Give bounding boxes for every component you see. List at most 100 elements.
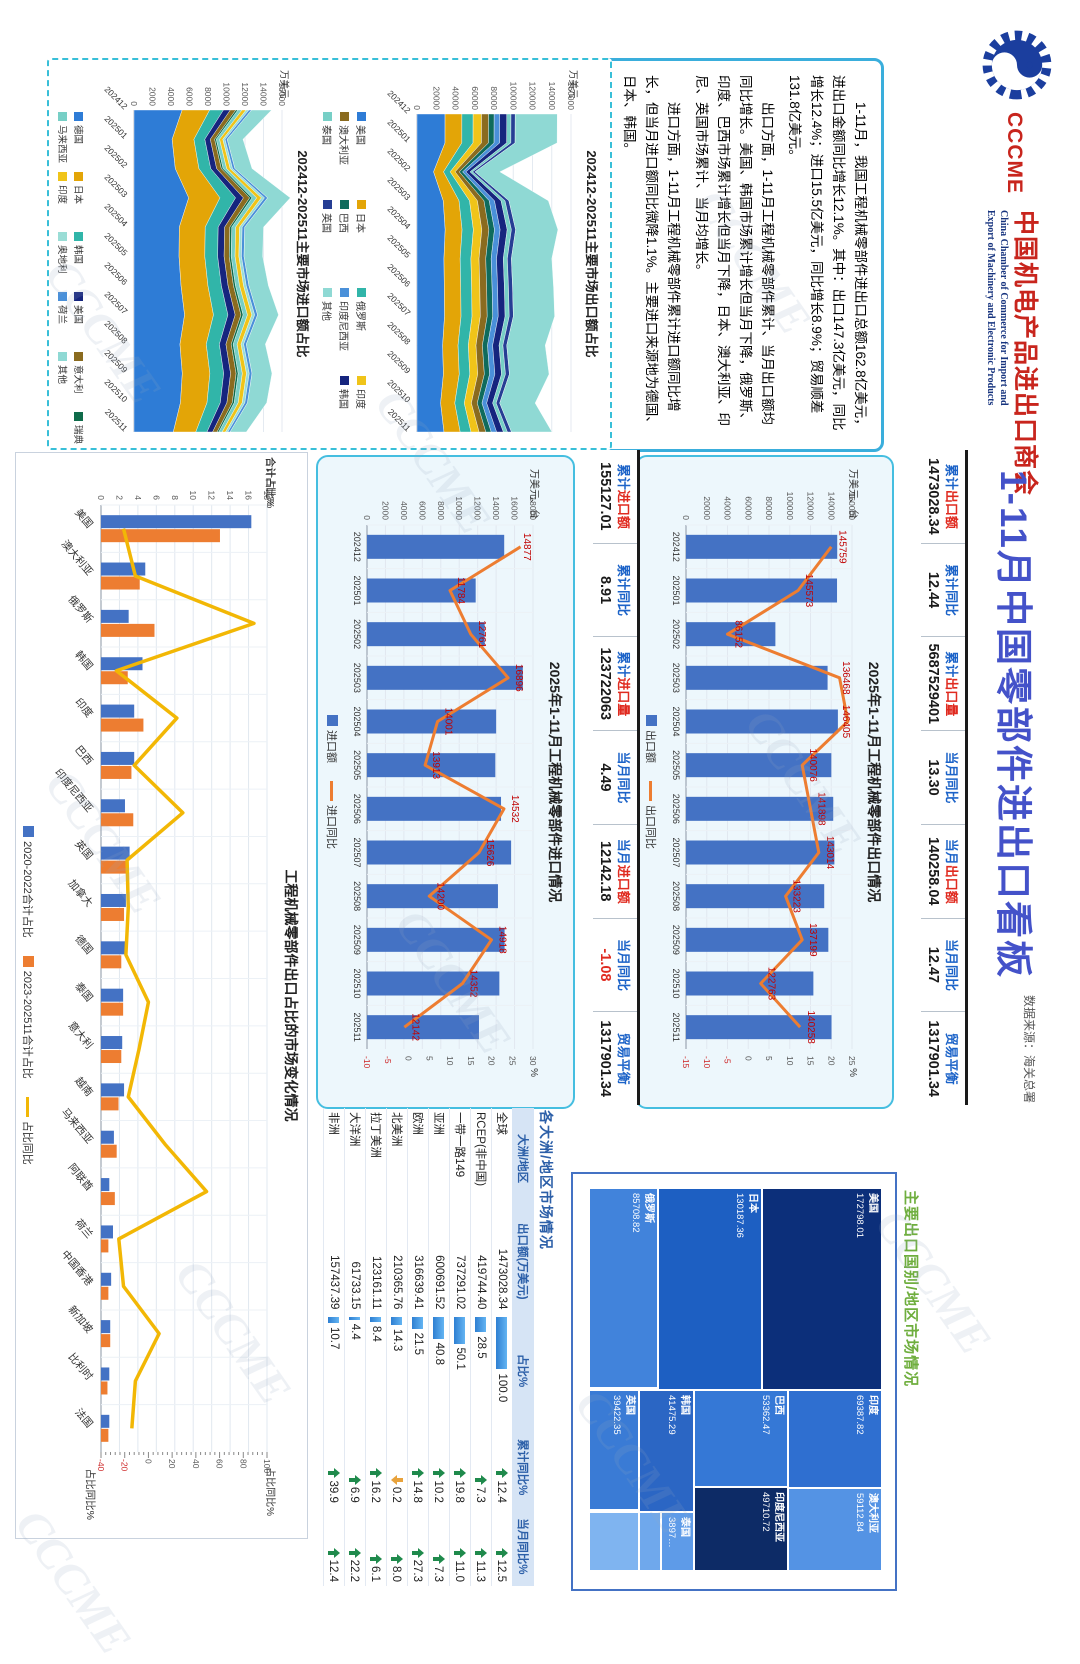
treemap-block-泰国: 泰国 3897… — [662, 1513, 693, 1570]
svg-text:202511: 202511 — [103, 407, 130, 434]
arrow-up-icon — [476, 1548, 488, 1558]
continent-table: 大洲/地区 出口额(万美元) 占比% 累计同比% 当月同比% 全球 1473028.34 10… — [323, 1108, 534, 1586]
kpi-import-cell: 当月进口额 12142.18 — [593, 824, 637, 919]
table-header: 大洲/地区 — [512, 1108, 534, 1210]
kpi-export-value: 1473028.34 — [925, 458, 941, 535]
svg-text:14001: 14001 — [443, 708, 454, 736]
svg-text:100: 100 — [262, 1459, 272, 1473]
kpi-export-cell: 累计出口额 1473028.34 — [921, 450, 965, 544]
export-monthly-legend: 出口额 出口同比 — [643, 465, 659, 1099]
svg-text:占比同比%: 占比同比% — [84, 1469, 97, 1520]
svg-text:16896: 16896 — [513, 664, 524, 692]
svg-text:202508: 202508 — [103, 318, 130, 345]
svg-text:100000: 100000 — [508, 82, 518, 111]
svg-text:14000: 14000 — [259, 82, 269, 106]
svg-text:20: 20 — [167, 1459, 177, 1469]
treemap-plot: 美国 172798.01 日本 130187.36 俄罗斯 85708.82 印度 69387… — [586, 1187, 883, 1574]
svg-text:202507: 202507 — [352, 837, 362, 867]
svg-text:20: 20 — [826, 1056, 836, 1066]
svg-text:%: % — [528, 1068, 539, 1077]
treemap-block — [590, 1513, 638, 1570]
svg-text:法国: 法国 — [72, 1406, 95, 1430]
svg-text:俄罗斯: 俄罗斯 — [65, 593, 96, 626]
treemap-block-日本: 日本 130187.36 — [659, 1189, 761, 1389]
treemap-block-巴西: 巴西 53362.47 — [695, 1391, 787, 1486]
svg-text:15: 15 — [806, 1056, 816, 1066]
arrow-up-icon — [392, 1554, 404, 1564]
kpi-export-cell: 当月同比 12.47 — [921, 918, 965, 1013]
svg-text:12: 12 — [207, 491, 217, 501]
svg-text:占比同比%: 占比同比% — [264, 1467, 277, 1516]
svg-text:12000: 12000 — [473, 496, 483, 520]
svg-text:140000: 140000 — [547, 82, 557, 111]
table-row: 北美洲 210365.76 14.3 0.2 8.0 — [386, 1108, 408, 1586]
treemap-block-印度尼西亚: 印度尼西亚 49710.72 — [695, 1488, 787, 1570]
table-row: 拉丁美洲 123161.11 8.4 16.2 6.1 — [365, 1108, 387, 1586]
data-source-note: 数据来源：海关总署 — [1022, 995, 1036, 1104]
svg-text:202508: 202508 — [671, 881, 681, 911]
arrow-up-icon — [329, 1468, 341, 1478]
kpi-import-value: 155127.01 — [597, 462, 613, 531]
treemap-block-澳大利亚: 澳大利亚 59112.84 — [789, 1489, 881, 1570]
svg-text:美国: 美国 — [72, 506, 95, 530]
arrow-up-icon — [434, 1554, 446, 1564]
svg-text:60000: 60000 — [743, 496, 753, 520]
kpi-import-label: 累计进口量 — [616, 651, 631, 717]
arrow-up-icon — [434, 1468, 446, 1478]
svg-text:马来西亚: 马来西亚 — [59, 1106, 96, 1146]
kpi-import-value: 123722063 — [597, 647, 613, 721]
svg-text:202506: 202506 — [386, 262, 413, 289]
svg-text:德国: 德国 — [72, 932, 95, 956]
svg-text:合计占比%: 合计占比% — [264, 457, 277, 506]
arrow-up-icon — [497, 1548, 509, 1558]
market-change-chart: 0 2 4 6 8 10 12 14 16 18 -40 -20 0 20 40 60 80 100 合计占比% 占比… — [36, 453, 279, 1538]
kpi-import-label: 当月同比 — [616, 938, 631, 991]
arrow-up-icon — [455, 1468, 467, 1478]
table-header: 出口额(万美元) — [512, 1209, 534, 1314]
svg-text:16000: 16000 — [510, 496, 520, 520]
svg-text:146405: 146405 — [840, 705, 851, 739]
import-monthly-legend: 进口额 进口同比 — [324, 465, 340, 1099]
svg-text:2: 2 — [114, 495, 124, 500]
import-share-legend: 德国 日本 韩国 美国 意大利 瑞典 马来西亚 印度 奥地利 荷兰 其他 — [55, 112, 87, 472]
kpi-export-value: 140258.04 — [925, 836, 941, 906]
kpi-export-cell: 累计同比 12.44 — [921, 543, 965, 638]
svg-text:11784: 11784 — [455, 577, 466, 605]
svg-text:20000: 20000 — [431, 86, 441, 110]
kpi-import-label: 当月进口额 — [616, 838, 631, 904]
svg-text:4000: 4000 — [399, 501, 409, 520]
svg-text:86152: 86152 — [733, 620, 744, 648]
export-monthly-panel: 2025年1-11月工程机械零部件出口情况 0 20000 40000 60000 80… — [635, 455, 894, 1109]
svg-text:14: 14 — [225, 491, 235, 501]
svg-text:比利时: 比利时 — [65, 1350, 96, 1383]
svg-text:202502: 202502 — [352, 619, 362, 649]
import-share-chart: 0 2000 4000 6000 8000 10000 12000 14000 16000 万美元… — [87, 66, 292, 442]
svg-text:202503: 202503 — [671, 663, 681, 693]
svg-text:202504: 202504 — [352, 706, 362, 736]
svg-text:8000: 8000 — [203, 87, 213, 106]
svg-text:202506: 202506 — [671, 794, 681, 824]
market-share-box: 202412-202511主要市场出口额占比 0 20000 40000 60000 8… — [47, 58, 612, 450]
svg-text:2000: 2000 — [380, 501, 390, 520]
svg-text:-5: -5 — [383, 1056, 393, 1064]
kpi-import-value: 12142.18 — [597, 840, 613, 902]
table-row: 亚洲 600691.52 40.8 10.2 7.3 — [428, 1108, 450, 1586]
svg-text:10000: 10000 — [454, 496, 464, 520]
svg-text:5: 5 — [764, 1056, 774, 1061]
table-row: 一带一路149 737291.02 50.1 19.8 11.0 — [449, 1108, 471, 1586]
svg-text:202511: 202511 — [352, 1012, 362, 1041]
svg-text:新加坡: 新加坡 — [65, 1303, 96, 1336]
svg-text:0: 0 — [96, 495, 106, 500]
export-share-chart: 0 20000 40000 60000 80000 100000 120000 140000 1… — [370, 66, 581, 442]
arrow-up-icon — [413, 1468, 425, 1478]
svg-text:韩国: 韩国 — [72, 648, 95, 672]
svg-text:30: 30 — [528, 1056, 538, 1066]
svg-text:合计占比%: 合计占比% — [264, 457, 277, 508]
svg-text:140076: 140076 — [807, 748, 818, 782]
kpi-export-cell: 当月同比 13.30 — [921, 731, 965, 825]
svg-text:25: 25 — [847, 1056, 857, 1066]
market-change-title: 工程机械零部件出口占比的市场变化情况 — [283, 869, 299, 1122]
svg-text:202502: 202502 — [386, 146, 413, 173]
svg-text:%: % — [847, 1068, 858, 1077]
